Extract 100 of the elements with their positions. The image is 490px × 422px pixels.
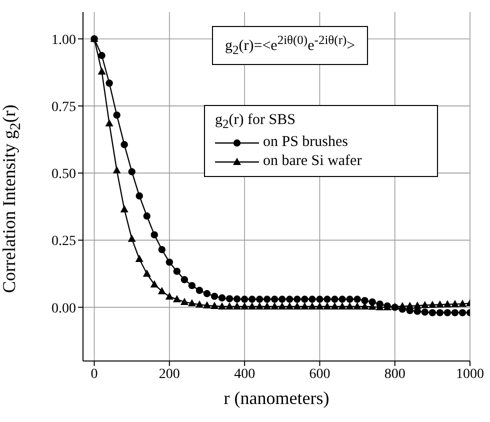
point <box>188 299 196 306</box>
point <box>226 302 234 310</box>
point <box>248 296 256 303</box>
point <box>353 302 362 310</box>
point <box>278 302 286 310</box>
point <box>293 302 302 310</box>
point <box>436 309 444 316</box>
point <box>346 302 354 310</box>
point <box>338 302 346 310</box>
point <box>414 308 421 315</box>
point <box>278 296 286 303</box>
point <box>150 231 158 238</box>
y-tick-label: 0.00 <box>52 301 76 316</box>
point <box>142 270 151 277</box>
point <box>105 119 114 126</box>
point <box>135 254 144 262</box>
point <box>210 292 218 300</box>
point <box>195 300 204 308</box>
point <box>444 309 452 316</box>
point <box>428 309 436 316</box>
point <box>286 296 294 303</box>
point <box>180 276 188 284</box>
point <box>330 302 339 310</box>
point <box>172 295 181 302</box>
point <box>203 290 211 298</box>
point <box>263 302 272 310</box>
x-tick-label: 1000 <box>456 366 484 382</box>
legend-title: g$_{2}$(r) for SBS <box>215 112 296 132</box>
x-tick-label: 400 <box>234 366 256 382</box>
point <box>158 246 166 254</box>
point <box>451 309 459 316</box>
point <box>226 295 234 302</box>
point <box>98 67 106 75</box>
point <box>113 111 120 119</box>
point <box>188 282 196 290</box>
point <box>308 296 316 303</box>
point <box>158 287 166 294</box>
legend-label: on bare Si wafer <box>263 153 362 170</box>
x-tick-label: 800 <box>384 366 406 382</box>
point <box>136 192 143 200</box>
point <box>128 234 136 242</box>
point <box>443 300 452 308</box>
point <box>218 302 226 310</box>
point <box>218 294 226 302</box>
point <box>173 268 181 275</box>
point <box>300 302 309 310</box>
point <box>338 296 346 303</box>
point <box>120 205 128 212</box>
point <box>166 258 174 266</box>
point <box>120 141 128 148</box>
x-tick-label: 0 <box>90 366 98 382</box>
point <box>233 295 241 303</box>
point <box>301 296 308 303</box>
point <box>248 302 256 310</box>
point <box>264 296 271 303</box>
point <box>112 166 121 174</box>
x-tick-label: 200 <box>158 366 180 382</box>
point <box>316 302 324 310</box>
point <box>202 301 211 308</box>
y-tick-label: 1.00 <box>52 32 76 48</box>
point <box>256 302 264 310</box>
point <box>128 168 136 176</box>
point <box>420 300 429 308</box>
point <box>165 292 174 300</box>
point <box>240 296 248 303</box>
point <box>210 302 219 309</box>
point <box>406 302 414 309</box>
point <box>294 296 301 303</box>
point <box>458 309 466 316</box>
point <box>143 212 150 220</box>
point <box>256 296 264 303</box>
point <box>308 302 316 310</box>
point <box>361 296 368 304</box>
point <box>354 296 361 303</box>
point <box>98 52 106 60</box>
x-tick-label: 600 <box>309 366 330 382</box>
point <box>346 296 354 303</box>
point <box>240 302 249 310</box>
point <box>106 80 113 87</box>
y-tick-label: 0.75 <box>52 100 76 115</box>
point <box>458 300 466 307</box>
point <box>450 300 459 308</box>
point <box>196 286 204 294</box>
x-axis-title: r (nanometers) <box>222 388 330 409</box>
y-tick-label: 0.25 <box>52 234 76 250</box>
annotation: g$_{2}$(r)=<e$^{2iθ(0)}$e$^{-2iθ(r)}$> <box>212 26 368 65</box>
point <box>331 296 338 303</box>
point <box>286 302 294 310</box>
point <box>271 296 278 303</box>
point <box>323 302 332 310</box>
point <box>428 300 436 308</box>
point <box>413 301 422 309</box>
point <box>398 302 406 310</box>
point <box>436 300 444 308</box>
legend-label: on PS brushes <box>263 134 348 151</box>
point <box>150 280 158 288</box>
point <box>316 296 324 303</box>
y-tick-label: 0.50 <box>52 167 76 182</box>
point <box>270 302 279 310</box>
point <box>421 308 429 316</box>
